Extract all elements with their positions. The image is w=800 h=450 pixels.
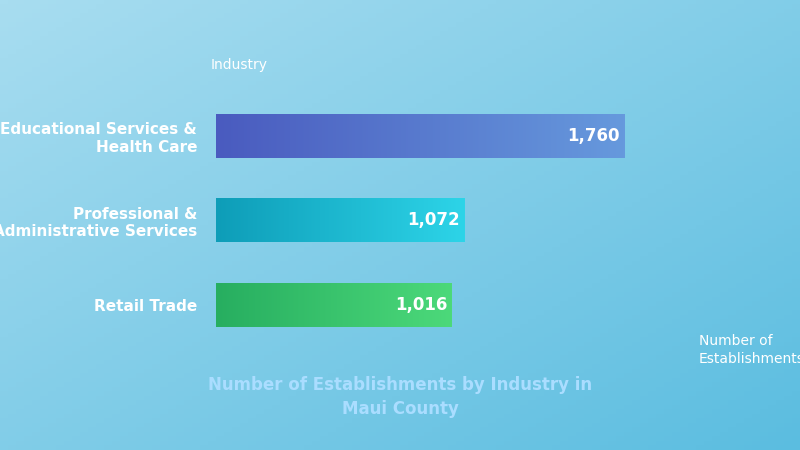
Text: Number of
Establishments: Number of Establishments [698, 333, 800, 366]
Text: 1,016: 1,016 [394, 296, 447, 314]
Text: 1,072: 1,072 [407, 212, 460, 230]
Text: 1,760: 1,760 [567, 127, 620, 145]
Text: Industry: Industry [210, 58, 268, 72]
Text: Number of Establishments by Industry in
Maui County: Number of Establishments by Industry in … [208, 375, 592, 419]
